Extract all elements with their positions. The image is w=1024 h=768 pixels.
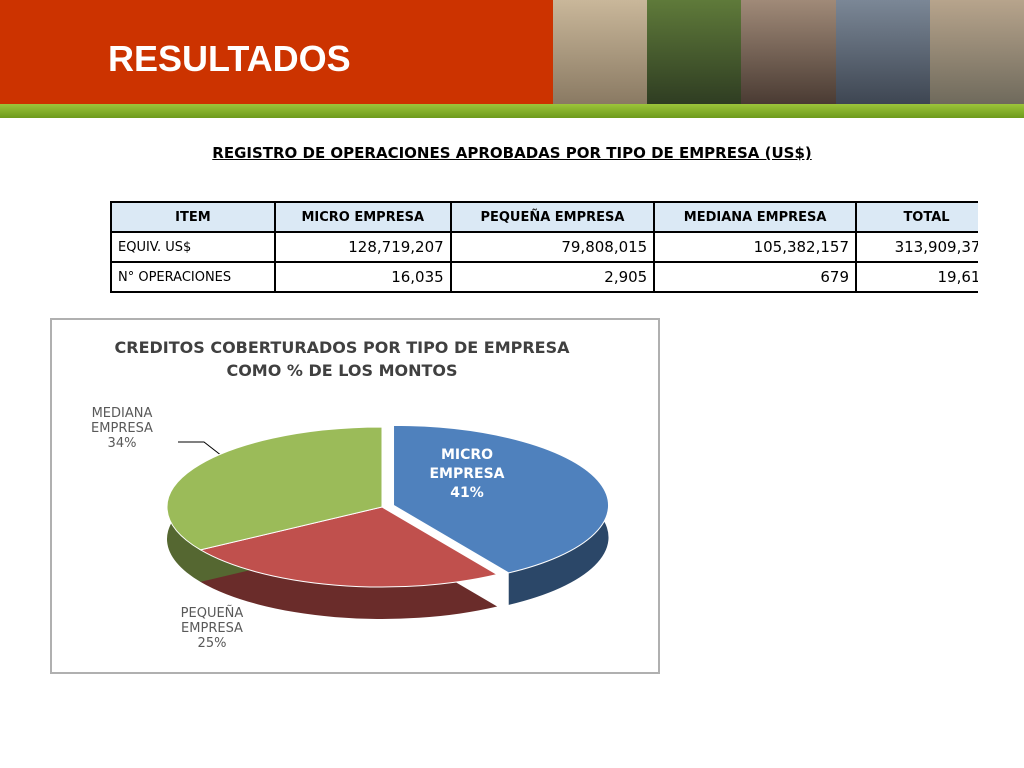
photo-strip	[553, 0, 1024, 104]
table-cell: 16,035	[273, 261, 452, 293]
table: ITEM MICRO EMPRESA PEQUEÑA EMPRESA MEDIANA …	[110, 201, 978, 293]
accent-bar	[0, 104, 1024, 118]
table-cell: N° OPERACIONES	[110, 261, 276, 293]
slice-label: MICRO EMPRESA 41%	[407, 446, 527, 503]
slice	[199, 506, 499, 588]
table-cell: EQUIV. US$	[110, 231, 276, 263]
column-header: PEQUEÑA EMPRESA	[449, 201, 656, 233]
chart-title: CREDITOS COBERTURADOS POR TIPO DE EMPRES…	[114, 338, 570, 380]
table-cell: 313,909,379	[855, 231, 978, 263]
slice-value: 34%	[107, 436, 137, 451]
slice-name: PEQUEÑA EMPRESA	[180, 606, 244, 636]
column-header: MEDIANA EMPRESA	[653, 201, 857, 233]
table-cell: 128,719,207	[273, 231, 452, 263]
header: RESULTADOS	[0, 0, 553, 104]
slice-label: PEQUEÑA EMPRESA 25%	[157, 606, 267, 651]
slice-label: MEDIANA EMPRESA 34%	[72, 406, 172, 451]
table-wrap: ITEM MICRO EMPRESA PEQUEÑA EMPRESA MEDIANA …	[110, 201, 978, 293]
column-header: MICRO EMPRESA	[273, 201, 452, 233]
table-cell: 2,905	[449, 261, 656, 293]
table-row: EQUIV. US$ 128,719,207 79,808,015 105,382,1…	[110, 231, 978, 263]
column-header: ITEM	[110, 201, 276, 233]
slice	[393, 424, 610, 574]
slice-value: 41%	[450, 485, 484, 501]
table-cell: 679	[653, 261, 857, 293]
slice-name: MEDIANA EMPRESA	[91, 406, 153, 436]
table-cell: 105,382,157	[653, 231, 857, 263]
leader-line	[178, 441, 223, 457]
slice	[166, 426, 383, 551]
slide-title: RESULTADOS	[108, 38, 351, 79]
pie-plot	[166, 424, 610, 619]
table-cell: 79,808,015	[449, 231, 656, 263]
table-cell: 19,619	[855, 261, 978, 293]
pie-chart: CREDITOS COBERTURADOS POR TIPO DE EMPRES…	[50, 318, 660, 674]
column-header: TOTAL	[855, 201, 978, 233]
slice-value: 25%	[197, 636, 227, 651]
table-title: REGISTRO DE OPERACIONES APROBADAS POR TI…	[212, 144, 812, 162]
slice-name: MICRO EMPRESA	[429, 447, 505, 482]
